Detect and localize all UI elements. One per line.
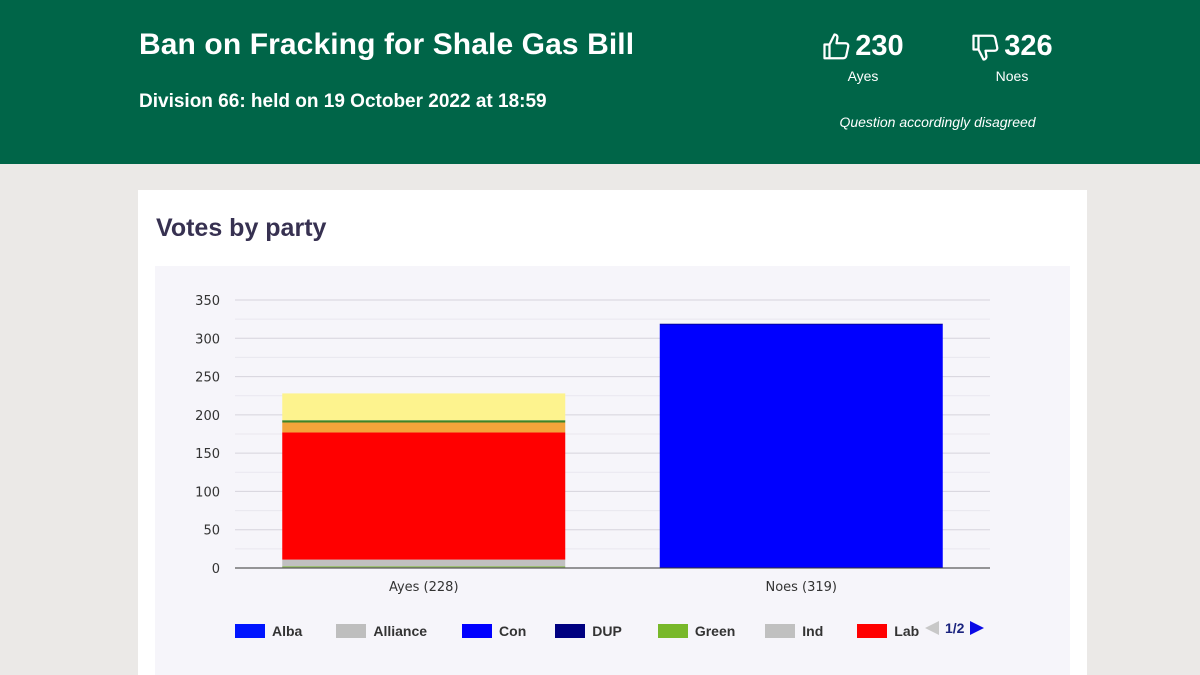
bar-segment <box>659 324 943 568</box>
noes-count: 326 <box>1004 30 1053 62</box>
legend-label: Ind <box>802 623 824 639</box>
legend-item-green[interactable]: Green <box>657 623 736 639</box>
legend-item-lab[interactable]: Lab <box>857 623 919 639</box>
legend-item-ind[interactable]: Ind <box>765 623 823 639</box>
legend-label: Con <box>499 623 527 639</box>
bar-segment <box>282 566 566 568</box>
noes-label: Noes <box>995 67 1029 84</box>
y-tick-label: 300 <box>195 332 220 347</box>
y-tick-label: 0 <box>212 562 220 577</box>
ayes-summary: 230 Ayes <box>808 30 918 90</box>
legend-next-icon[interactable] <box>970 621 985 635</box>
legend-label: Alliance <box>373 623 428 639</box>
votes-chart: 0 50 100 150 200 250 300 350 Ayes (228) Noes (319… <box>195 294 990 595</box>
division-subtitle: Division 66: held on 19 October 2022 at … <box>139 91 547 112</box>
legend-prev-icon[interactable] <box>925 621 939 635</box>
bar-segment <box>282 420 566 423</box>
bar-segment <box>659 323 943 325</box>
bar-segment <box>282 393 566 421</box>
legend-swatch <box>765 624 796 638</box>
legend-item-con[interactable]: Con <box>462 623 526 639</box>
bar-segment <box>282 422 566 433</box>
legend-label: Lab <box>894 623 920 639</box>
card-title: Votes by party <box>156 214 327 242</box>
bar-segment <box>282 559 566 567</box>
legend-swatch <box>555 624 586 638</box>
legend-label: DUP <box>592 623 622 639</box>
ayes-label: Ayes <box>847 67 879 84</box>
x-tick-label: Noes (319) <box>765 580 837 595</box>
page-title: Ban on Fracking for Shale Gas Bill <box>139 28 635 61</box>
legend-swatch <box>235 624 265 638</box>
thumbs-down-icon <box>972 34 999 61</box>
thumbs-up-icon <box>823 32 850 59</box>
y-tick-label: 150 <box>195 447 220 462</box>
legend-label: Alba <box>272 623 303 639</box>
legend-item-alba[interactable]: Alba <box>235 623 302 639</box>
y-tick-label: 50 <box>203 524 220 539</box>
legend-item-dup[interactable]: DUP <box>555 623 622 639</box>
chart-legend: Alba Alliance Con DUP Green Ind Lab <box>235 621 919 641</box>
legend-page-indicator: 1/2 <box>945 620 965 636</box>
legend-swatch <box>462 624 493 638</box>
chart-panel: 0 50 100 150 200 250 300 350 Ayes (228) Noes (319… <box>155 266 1070 675</box>
legend-label: Green <box>694 623 736 639</box>
votes-by-party-card: Votes by party 0 50 100 150 200 250 300 350 Ayes… <box>138 190 1087 675</box>
bar-segment <box>282 432 566 560</box>
division-header: Ban on Fracking for Shale Gas Bill Divis… <box>0 0 1200 164</box>
legend-swatch <box>336 624 367 638</box>
x-tick-label: Ayes (228) <box>389 580 459 595</box>
y-tick-label: 250 <box>195 371 220 386</box>
division-result: Question accordingly disagreed <box>839 114 1036 130</box>
y-tick-label: 200 <box>195 409 220 424</box>
noes-summary: 326 Noes <box>957 30 1067 90</box>
y-tick-label: 350 <box>195 294 220 309</box>
legend-swatch <box>657 624 688 638</box>
legend-pager: 1/2 <box>925 620 985 636</box>
ayes-count: 230 <box>855 30 904 62</box>
legend-item-alliance[interactable]: Alliance <box>336 623 427 639</box>
legend-swatch <box>857 624 888 638</box>
y-tick-label: 100 <box>195 485 220 500</box>
